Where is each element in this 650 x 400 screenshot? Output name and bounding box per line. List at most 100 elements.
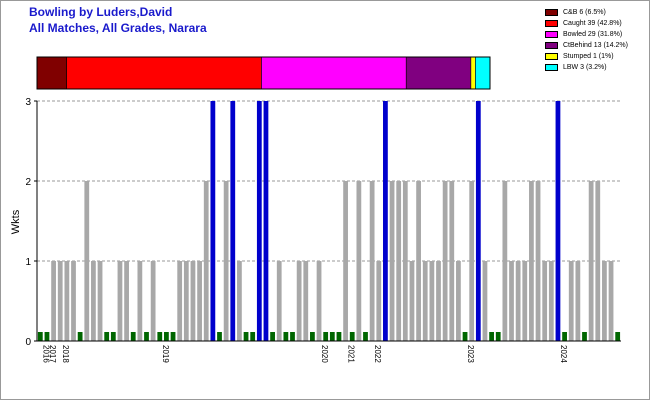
wicket-bar (51, 261, 56, 341)
legend-item: C&B 6 (6.5%) (545, 7, 628, 18)
zero-wicket-marker (157, 332, 163, 341)
zero-wicket-marker (495, 332, 501, 341)
zero-wicket-marker (250, 332, 256, 341)
legend-item: Caught 39 (42.8%) (545, 18, 628, 29)
zero-wicket-marker (290, 332, 295, 341)
zero-wicket-marker (283, 332, 289, 341)
legend-label: Stumped 1 (1%) (563, 53, 614, 60)
wicket-bar (502, 181, 508, 341)
zero-wicket-marker (104, 332, 110, 341)
wicket-bar (442, 181, 448, 341)
wicket-bar (190, 261, 196, 341)
wicket-bar (588, 181, 594, 341)
wicket-bar (57, 261, 63, 341)
wicket-bar (595, 181, 601, 341)
best-wicket-bar (210, 101, 216, 341)
legend-swatch (545, 42, 558, 49)
zero-wicket-marker (110, 332, 116, 341)
y-tick-labels: 0 1 2 3 (25, 97, 37, 348)
dismissal-share-bar (36, 56, 491, 90)
wicket-bar (276, 261, 282, 341)
share-segment (261, 56, 407, 90)
zero-wicket-marker (164, 332, 169, 341)
wicket-bar (376, 261, 382, 341)
zero-wicket-marker (349, 332, 355, 341)
zero-wicket-marker (562, 332, 567, 341)
y-tick-label: 1 (25, 257, 31, 268)
wicket-bar (522, 261, 528, 341)
legend-item: CtBehind 13 (14.2%) (545, 40, 628, 51)
wicket-bar (203, 181, 209, 341)
zero-wicket-marker (37, 332, 43, 341)
share-segment (475, 56, 491, 90)
x-year-label: 2021 (347, 345, 356, 363)
zero-wicket-marker (144, 332, 149, 341)
wicket-bar (150, 261, 156, 341)
x-year-label: 2019 (161, 345, 170, 363)
wicket-bar (409, 261, 415, 341)
x-year-label: 2022 (373, 345, 382, 363)
legend-label: Caught 39 (42.8%) (563, 20, 622, 27)
wicket-bar (97, 261, 103, 341)
legend-label: Bowled 29 (31.8%) (563, 31, 623, 38)
zero-wicket-marker (217, 332, 222, 341)
zero-wicket-marker (270, 332, 275, 341)
wicket-bar (389, 181, 395, 341)
legend-swatch (545, 64, 558, 71)
wicket-bar (482, 261, 488, 341)
share-segment (405, 56, 472, 90)
chart-title: Bowling by Luders,David (29, 5, 173, 19)
zero-wicket-marker (130, 332, 136, 341)
zero-wicket-marker (329, 332, 335, 341)
legend-item: Stumped 1 (1%) (545, 51, 628, 62)
share-segment (470, 56, 476, 90)
wicket-bar (64, 261, 70, 341)
wicket-bar (197, 261, 202, 341)
wicket-bar (575, 261, 581, 341)
x-year-label: 2016 (41, 345, 50, 363)
wicket-bars (37, 101, 621, 341)
legend-swatch (545, 9, 558, 16)
wicket-bar (124, 261, 129, 341)
wicket-bar (343, 181, 348, 341)
wicket-bar (369, 181, 375, 341)
wicket-bar (237, 261, 242, 341)
y-axis-label: Wkts (10, 209, 22, 234)
wicket-bar (223, 181, 229, 341)
best-wicket-bar (475, 101, 481, 341)
best-wicket-bar (383, 101, 388, 341)
wicket-bar (422, 261, 428, 341)
best-wicket-bar (230, 101, 236, 341)
wicket-bar (535, 181, 541, 341)
wicket-bar (608, 261, 614, 341)
y-tick-label: 2 (25, 177, 31, 188)
share-segment (36, 56, 67, 90)
legend-swatch (545, 31, 558, 38)
best-wicket-bar (263, 101, 269, 341)
zero-wicket-marker (462, 332, 468, 341)
wicket-bar (316, 261, 322, 341)
wicket-bar (91, 261, 96, 341)
legend-label: C&B 6 (6.5%) (563, 9, 606, 16)
wicket-bar (568, 261, 574, 341)
zero-wicket-marker (363, 332, 368, 341)
x-year-label: 2017 (48, 345, 57, 363)
y-tick-label: 3 (25, 97, 31, 108)
wicket-bar (396, 181, 402, 341)
wicket-bar (296, 261, 302, 341)
legend-item: Bowled 29 (31.8%) (545, 29, 628, 40)
wicket-bar (548, 261, 554, 341)
chart-subtitle: All Matches, All Grades, Narara (29, 21, 207, 35)
share-segment (66, 56, 262, 90)
wicket-bar (449, 181, 455, 341)
best-wicket-bar (555, 101, 561, 341)
wicket-bar (183, 261, 189, 341)
zero-wicket-marker (323, 332, 329, 341)
wicket-bar (509, 261, 514, 341)
legend-swatch (545, 53, 558, 60)
x-year-label: 2018 (61, 345, 70, 363)
zero-wicket-marker (77, 332, 83, 341)
